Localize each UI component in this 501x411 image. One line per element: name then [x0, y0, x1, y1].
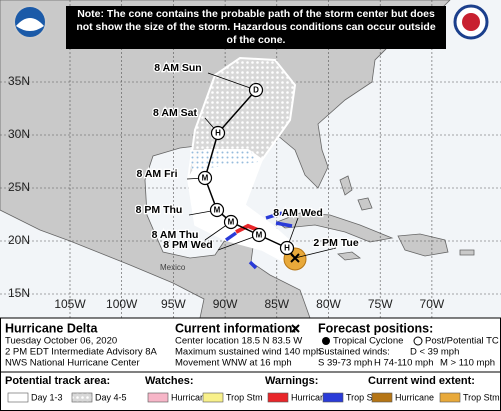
- tc-icon: [322, 337, 330, 345]
- forecast-symbol: D: [253, 86, 259, 95]
- current-symbol: [291, 324, 300, 333]
- legend-swatch: [439, 392, 461, 403]
- panel-text: M > 110 mph: [440, 358, 495, 369]
- cone-stipple: [190, 150, 258, 170]
- forecast-marker: [210, 125, 226, 141]
- lat-label: 25N: [8, 180, 30, 194]
- lon-label: 105W: [54, 297, 86, 311]
- panel-text: Center location 18.5 N 83.5 W: [175, 336, 302, 347]
- panel-text: Trop Stm: [346, 392, 383, 402]
- lon-label: 80W: [316, 297, 341, 311]
- panel-text: Hurricane Delta: [5, 321, 98, 335]
- panel-text: Sustained winds:: [318, 347, 390, 358]
- forecast-symbol: M: [214, 206, 221, 215]
- legend-swatch: [147, 392, 169, 403]
- legend-swatch: [202, 392, 224, 403]
- forecast-marker: [197, 170, 213, 186]
- nws-logo-center: [462, 13, 480, 31]
- panel-text: Post/Potential TC: [425, 336, 499, 347]
- forecast-time: 8 PM Thu: [136, 204, 183, 216]
- lon-label: 70W: [420, 297, 445, 311]
- lat-label: 30N: [8, 127, 30, 141]
- forecast-symbol: H: [215, 129, 221, 138]
- lat-label: 35N: [8, 74, 30, 88]
- forecast-marker: [251, 227, 267, 243]
- note-banner: Note: The cone contains the probable pat…: [66, 6, 446, 49]
- noaa-logo-wave: [16, 18, 44, 31]
- legend-swatch: [322, 392, 344, 403]
- track: 8 AM Sun D 8 AM Sat H 8 AM Fri M 8 PM Thu M 8 AM…: [134, 61, 360, 263]
- lon-label: 100W: [106, 297, 138, 311]
- forecast-time: 8 AM Wed: [273, 207, 323, 219]
- panel-text: Forecast positions:: [318, 321, 433, 335]
- panel-text: D < 39 mph: [410, 347, 459, 358]
- hurricane-warning: [235, 223, 259, 234]
- leader-line: [217, 234, 260, 251]
- forecast-time: 8 AM Sat: [153, 107, 197, 119]
- panel-text: Tropical Cyclone: [333, 336, 403, 347]
- lon-label: 85W: [264, 297, 289, 311]
- forecast-marker: [279, 240, 295, 256]
- panel-text: S 39-73 mph: [318, 358, 372, 369]
- current-position: [290, 253, 300, 263]
- lat-label: 15N: [8, 286, 30, 300]
- forecast-symbol: M: [256, 231, 263, 240]
- panel-text: Day 4-5: [95, 392, 127, 402]
- panel-text: Hurricane: [171, 392, 210, 402]
- forecast-time: 2 PM Tue: [313, 237, 358, 249]
- lon-label: 90W: [213, 297, 238, 311]
- lon-label: 95W: [161, 297, 186, 311]
- panel-text: Potential track area:: [5, 375, 110, 387]
- ptc-icon: [413, 336, 423, 346]
- legend-swatch: [371, 392, 393, 403]
- land: [0, 0, 475, 318]
- tropical-storm-warning: [224, 211, 293, 270]
- leader-line: [207, 72, 257, 91]
- forecast-symbol: H: [284, 244, 290, 253]
- forecast-time: 8 AM Sun: [154, 62, 201, 74]
- panel-text: Trop Stm: [226, 392, 263, 402]
- legend-swatch: [267, 392, 289, 403]
- panel-text: Current wind extent:: [368, 375, 475, 387]
- panel-text: 2 PM EDT Intermediate Advisory 8A: [5, 347, 158, 358]
- panel-text: Trop Stm: [463, 392, 500, 402]
- forecast-symbol: M: [228, 218, 235, 227]
- forecast-time: 8 AM Fri: [136, 168, 177, 180]
- panel-text: Warnings:: [265, 375, 318, 387]
- panel-text: Current information:: [175, 321, 297, 335]
- forecast-marker: [223, 214, 239, 230]
- legend-swatch: [71, 392, 93, 403]
- panel-text: Hurricane: [395, 392, 434, 402]
- lat-label: 20N: [8, 233, 30, 247]
- legend-swatch: [7, 392, 29, 403]
- forecast-time: 8 AM Thu: [152, 229, 199, 241]
- forecast-symbol: M: [202, 174, 209, 183]
- panel-text: Day 1-3: [31, 392, 63, 402]
- panel-text: Maximum sustained wind 140 mph: [175, 347, 321, 358]
- lon-label: 75W: [368, 297, 393, 311]
- panel-text: Watches:: [145, 375, 194, 387]
- panel-text: Movement WNW at 16 mph: [175, 358, 292, 369]
- forecast-time: 8 PM Wed: [163, 239, 212, 251]
- leader-line: [294, 247, 337, 259]
- place-label: Mexico: [160, 263, 186, 272]
- forecast-marker: [209, 202, 225, 218]
- panel-text: Tuesday October 06, 2020: [5, 336, 117, 347]
- panel-text: NWS National Hurricane Center: [5, 358, 140, 369]
- graticule: 105W 100W 95W 90W 85W 80W 75W 70W 35N 30N 25N 20N 15…: [0, 0, 501, 318]
- panel-text: Hurricane: [291, 392, 330, 402]
- panel-text: H 74-110 mph: [374, 358, 434, 369]
- forecast-marker: [248, 82, 264, 98]
